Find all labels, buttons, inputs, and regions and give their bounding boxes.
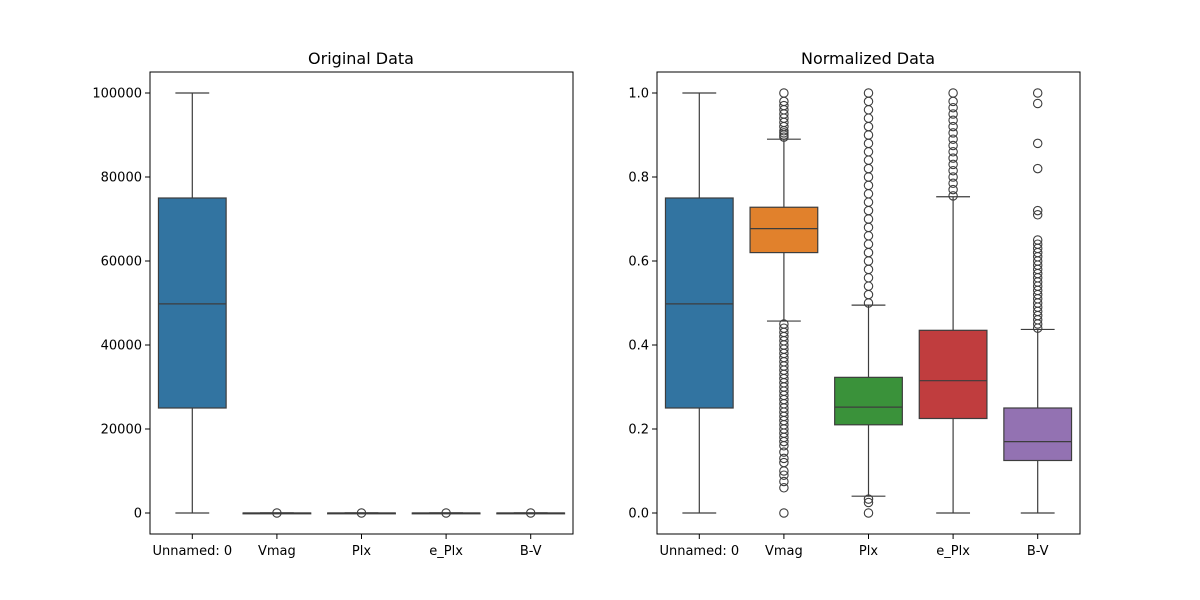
x-tick-label: e_Plx bbox=[429, 544, 463, 559]
box-iqr bbox=[918, 329, 988, 420]
box-iqr bbox=[1003, 407, 1073, 462]
y-axis: 0.0 0.2 0.4 0.6 0.8 1.0 bbox=[628, 87, 657, 522]
y-tick-label: 40000 bbox=[101, 339, 142, 354]
outlier-point bbox=[441, 508, 451, 518]
box-iqr bbox=[664, 197, 734, 409]
outlier-point bbox=[948, 128, 958, 138]
outlier-point bbox=[948, 153, 958, 163]
box-iqr bbox=[157, 197, 227, 409]
outlier-point bbox=[948, 172, 958, 182]
box-e-plx bbox=[411, 508, 481, 518]
box-plots bbox=[664, 88, 1073, 518]
outlier-point bbox=[1032, 239, 1043, 249]
outlier-point bbox=[948, 140, 958, 151]
box-unnamed-0 bbox=[157, 92, 227, 514]
x-tick-label: Unnamed: 0 bbox=[152, 544, 232, 559]
box-iqr bbox=[749, 206, 819, 254]
outlier-point bbox=[779, 100, 789, 111]
outlier-point bbox=[779, 476, 789, 487]
outlier-point bbox=[948, 184, 958, 195]
outlier-point bbox=[948, 102, 958, 113]
outlier-point bbox=[779, 323, 789, 333]
x-tick-label: e_Plx bbox=[936, 544, 970, 559]
x-axis: Unnamed: 0 Vmag Plx e_Plx B-V bbox=[659, 534, 1049, 559]
y-tick-label: 20000 bbox=[101, 423, 142, 438]
box-e-plx bbox=[918, 88, 988, 514]
outlier-point bbox=[1032, 98, 1043, 109]
outlier-point bbox=[779, 508, 789, 518]
outlier-point bbox=[948, 147, 958, 157]
outlier-point bbox=[1032, 210, 1043, 220]
outlier-point bbox=[863, 88, 874, 98]
box-b-v bbox=[496, 508, 566, 518]
outlier-point bbox=[948, 159, 958, 170]
chart-title: Original Data bbox=[308, 49, 414, 68]
outlier-point bbox=[1032, 138, 1043, 149]
outlier-point bbox=[1032, 88, 1043, 98]
outlier-point bbox=[525, 508, 536, 518]
outlier-point bbox=[948, 178, 958, 189]
box-plx bbox=[327, 508, 396, 518]
outlier-point bbox=[1032, 163, 1043, 174]
outlier-point bbox=[863, 494, 874, 504]
box-iqr bbox=[834, 376, 903, 426]
outlier-point bbox=[779, 470, 789, 480]
y-tick-label: 80000 bbox=[101, 171, 142, 186]
y-tick-label: 60000 bbox=[101, 255, 142, 270]
x-tick-label: Vmag bbox=[765, 544, 803, 559]
box-plots bbox=[157, 92, 566, 518]
outlier-point bbox=[1032, 235, 1043, 245]
box-b-v bbox=[1003, 88, 1073, 514]
outlier-point bbox=[948, 134, 958, 144]
outlier-point bbox=[948, 115, 958, 126]
outlier-point bbox=[356, 508, 367, 518]
y-axis: 0 20000 40000 60000 80000 100000 bbox=[92, 87, 150, 522]
outlier-point bbox=[779, 447, 789, 457]
chart-title: Normalized Data bbox=[801, 49, 935, 68]
outlier-point bbox=[1032, 205, 1043, 216]
y-tick-label: 0.4 bbox=[628, 339, 649, 354]
x-tick-label: Plx bbox=[352, 544, 371, 559]
box-plx bbox=[834, 88, 903, 518]
box-unnamed-0 bbox=[664, 92, 734, 514]
y-tick-label: 0 bbox=[134, 507, 142, 522]
y-tick-label: 0.8 bbox=[628, 171, 649, 186]
outlier-point bbox=[863, 508, 874, 518]
outlier-point bbox=[948, 121, 958, 132]
x-tick-label: B-V bbox=[1027, 544, 1049, 559]
outlier-point bbox=[779, 457, 789, 468]
outlier-point bbox=[779, 483, 789, 493]
outlier-point bbox=[779, 88, 789, 98]
x-tick-label: Vmag bbox=[258, 544, 296, 559]
panel-normalized-data: Normalized Data 0.0 0.2 0.4 0.6 0.8 1.0 Unnam… bbox=[628, 49, 1081, 559]
outlier-point bbox=[948, 191, 958, 201]
outlier-point bbox=[272, 508, 282, 518]
outlier-point bbox=[779, 453, 789, 464]
box-vmag bbox=[242, 508, 312, 518]
y-tick-label: 100000 bbox=[92, 87, 142, 102]
x-tick-label: B-V bbox=[520, 544, 542, 559]
x-axis: Unnamed: 0 Vmag Plx e_Plx B-V bbox=[152, 534, 542, 559]
x-tick-label: Plx bbox=[859, 544, 878, 559]
y-tick-label: 0.6 bbox=[628, 255, 649, 270]
y-tick-label: 0.0 bbox=[628, 507, 649, 522]
y-tick-label: 0.2 bbox=[628, 423, 649, 438]
x-tick-label: Unnamed: 0 bbox=[659, 544, 739, 559]
y-tick-label: 1.0 bbox=[628, 87, 649, 102]
outlier-point bbox=[779, 319, 789, 329]
outlier-point bbox=[863, 497, 874, 508]
outlier-point bbox=[948, 88, 958, 98]
outlier-point bbox=[948, 109, 958, 119]
outlier-point bbox=[948, 165, 958, 176]
panel-original-data: Original Data 0 20000 40000 60000 80000 10000… bbox=[92, 49, 574, 559]
box-vmag bbox=[749, 88, 819, 518]
